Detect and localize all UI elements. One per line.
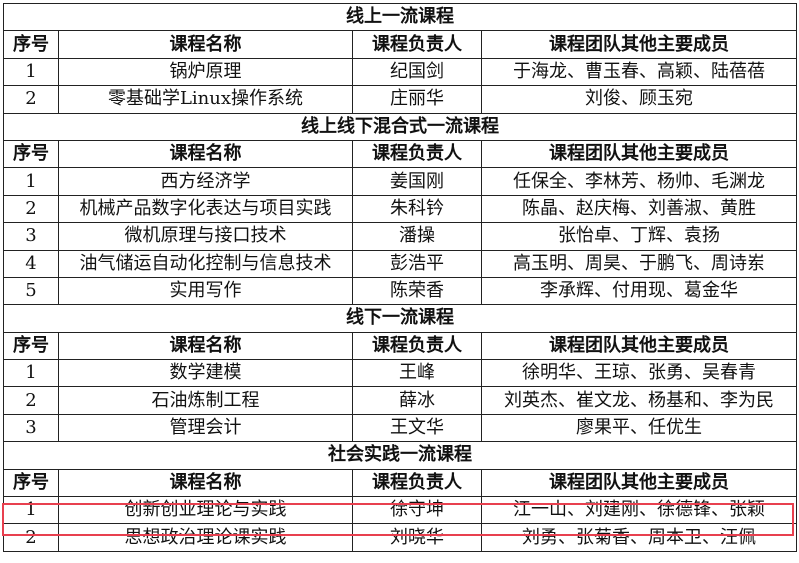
row-no: 1 [3,496,59,525]
team-members: 廖果平、任优生 [481,413,797,443]
course-name: 油气储运自动化控制与信息技术 [58,249,353,278]
course-name: 机械产品数字化表达与项目实践 [58,194,353,224]
section-title-row: 线上一流课程 [3,2,797,32]
header-row: 序号 课程名称 课程负责人 课程团队其他主要成员 [3,468,797,498]
header-members: 课程团队其他主要成员 [481,468,797,498]
course-name: 数学建模 [58,359,353,388]
row-no: 2 [3,386,59,415]
header-name: 课程名称 [58,30,353,59]
row-no: 3 [3,413,59,443]
header-name: 课程名称 [58,468,353,498]
course-lead: 薛冰 [352,386,482,415]
table-row: 3 微机原理与接口技术 潘操 张怡卓、丁辉、袁扬 [3,222,797,251]
header-no: 序号 [3,139,59,169]
row-no: 3 [3,222,59,251]
table-row: 4 油气储运自动化控制与信息技术 彭浩平 高玉明、周昊、于鹏飞、周诗岽 [3,249,797,278]
header-members: 课程团队其他主要成员 [481,139,797,169]
course-lead: 王峰 [352,359,482,388]
team-members: 于海龙、曹玉春、高颖、陆蓓蓓 [481,57,797,87]
section-title-row: 线上线下混合式一流课程 [3,112,797,141]
header-no: 序号 [3,30,59,59]
table-row: 2 石油炼制工程 薛冰 刘英杰、崔文龙、杨基和、李为民 [3,386,797,415]
course-lead: 潘操 [352,222,482,251]
course-name: 微机原理与接口技术 [58,222,353,251]
course-name: 西方经济学 [58,167,353,196]
section-title-row: 社会实践一流课程 [3,441,797,470]
header-row: 序号 课程名称 课程负责人 课程团队其他主要成员 [3,331,797,361]
header-members: 课程团队其他主要成员 [481,331,797,361]
header-lead: 课程负责人 [352,139,482,169]
header-row: 序号 课程名称 课程负责人 课程团队其他主要成员 [3,30,797,59]
course-lead: 朱科钤 [352,194,482,224]
team-members: 江一山、刘建刚、徐德锋、张颖 [481,496,797,525]
team-members: 刘勇、张菊香、周本卫、汪佩 [481,523,797,552]
section-title: 线下一流课程 [3,304,797,333]
table-row: 2 机械产品数字化表达与项目实践 朱科钤 陈晶、赵庆梅、刘善淑、黄胜 [3,194,797,224]
header-lead: 课程负责人 [352,30,482,59]
course-name: 零基础学Linux操作系统 [58,85,353,114]
course-lead: 王文华 [352,413,482,443]
team-members: 高玉明、周昊、于鹏飞、周诗岽 [481,249,797,278]
course-lead: 彭浩平 [352,249,482,278]
header-no: 序号 [3,331,59,361]
team-members: 陈晶、赵庆梅、刘善淑、黄胜 [481,194,797,224]
course-name: 锅炉原理 [58,57,353,87]
section-title: 线上一流课程 [3,2,797,32]
course-table: 线上一流课程 序号 课程名称 课程负责人 课程团队其他主要成员 1 锅炉原理 纪国剑 于海龙、曹… [3,2,797,552]
row-no: 1 [3,359,59,388]
course-name: 思想政治理论课实践 [58,523,353,552]
section-title: 线上线下混合式一流课程 [3,112,797,141]
course-lead: 徐守坤 [352,496,482,525]
course-lead: 陈荣香 [352,276,482,306]
row-no: 4 [3,249,59,278]
header-row: 序号 课程名称 课程负责人 课程团队其他主要成员 [3,139,797,169]
team-members: 徐明华、王琼、张勇、吴春青 [481,359,797,388]
team-members: 张怡卓、丁辉、袁扬 [481,222,797,251]
course-lead: 纪国剑 [352,57,482,87]
table-row: 1 创新创业理论与实践 徐守坤 江一山、刘建刚、徐德锋、张颖 [3,496,797,525]
table-row: 1 锅炉原理 纪国剑 于海龙、曹玉春、高颖、陆蓓蓓 [3,57,797,87]
team-members: 刘英杰、崔文龙、杨基和、李为民 [481,386,797,415]
header-no: 序号 [3,468,59,498]
table-row: 3 管理会计 王文华 廖果平、任优生 [3,413,797,443]
course-name: 管理会计 [58,413,353,443]
table-row: 1 西方经济学 姜国刚 任保全、李林芳、杨帅、毛渊龙 [3,167,797,196]
course-name: 实用写作 [58,276,353,306]
table-row: 5 实用写作 陈荣香 李承辉、付用现、葛金华 [3,276,797,306]
row-no: 5 [3,276,59,306]
table-row: 2 思想政治理论课实践 刘晓华 刘勇、张菊香、周本卫、汪佩 [3,523,797,552]
team-members: 任保全、李林芳、杨帅、毛渊龙 [481,167,797,196]
team-members: 刘俊、顾玉宛 [481,85,797,114]
team-members: 李承辉、付用现、葛金华 [481,276,797,306]
row-no: 2 [3,194,59,224]
header-members: 课程团队其他主要成员 [481,30,797,59]
section-title: 社会实践一流课程 [3,441,797,470]
course-name: 石油炼制工程 [58,386,353,415]
header-lead: 课程负责人 [352,331,482,361]
section-title-row: 线下一流课程 [3,304,797,333]
course-lead: 姜国刚 [352,167,482,196]
course-lead: 庄丽华 [352,85,482,114]
row-no: 2 [3,523,59,552]
course-name: 创新创业理论与实践 [58,496,353,525]
header-name: 课程名称 [58,331,353,361]
row-no: 1 [3,57,59,87]
header-lead: 课程负责人 [352,468,482,498]
table-row: 2 零基础学Linux操作系统 庄丽华 刘俊、顾玉宛 [3,85,797,114]
row-no: 1 [3,167,59,196]
course-lead: 刘晓华 [352,523,482,552]
row-no: 2 [3,85,59,114]
table-row: 1 数学建模 王峰 徐明华、王琼、张勇、吴春青 [3,359,797,388]
header-name: 课程名称 [58,139,353,169]
